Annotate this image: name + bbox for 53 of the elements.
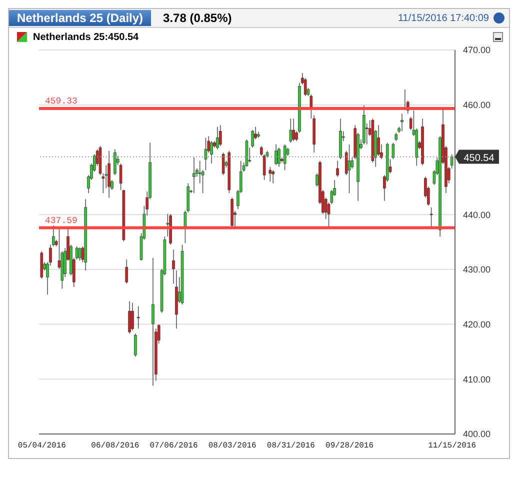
candlestick xyxy=(348,144,351,194)
candlestick xyxy=(78,247,82,262)
x-tick-label: 06/08/2016 xyxy=(91,442,140,451)
candlestick xyxy=(172,249,175,284)
y-tick-label: 420.00 xyxy=(463,319,491,330)
text: Netherlands 25:450.54 xyxy=(33,32,139,42)
candlestick xyxy=(131,302,134,331)
y-tick-label: 430.00 xyxy=(463,264,491,275)
x-tick-label: 05/04/2016 xyxy=(18,442,66,451)
ref-line-label: 459.33 xyxy=(45,96,78,107)
x-tick-label: 08/31/2016 xyxy=(266,442,316,451)
candlestick xyxy=(128,300,131,334)
candlestick xyxy=(268,166,272,182)
y-tick-label: 410.00 xyxy=(463,374,491,384)
candlestick xyxy=(198,160,202,184)
candlestick xyxy=(104,164,108,189)
candlestick xyxy=(108,150,110,198)
candlestick xyxy=(336,160,339,178)
candlestick xyxy=(114,148,116,176)
candlestick xyxy=(400,113,404,132)
x-tick-label: 09/28/2016 xyxy=(326,442,374,451)
chart-title: Netherlands 25 (Daily) xyxy=(9,10,152,26)
candlestick xyxy=(119,163,122,190)
candlestick xyxy=(289,118,292,144)
candlestick xyxy=(392,142,395,160)
y-tick-label: 400.00 xyxy=(463,429,491,440)
y-tick-label: 440.00 xyxy=(463,210,491,220)
candlestick xyxy=(204,137,208,171)
ref-line-label: 450.54 xyxy=(464,152,495,164)
candlestick xyxy=(152,258,154,386)
candlestick xyxy=(278,147,280,168)
y-tick-label: 460.00 xyxy=(463,100,491,110)
candlestick xyxy=(283,144,286,171)
candlestick xyxy=(216,126,219,150)
candlestick xyxy=(134,333,137,358)
candlestick xyxy=(125,259,128,284)
candlestick xyxy=(222,152,225,176)
candlestick xyxy=(136,306,140,330)
candlestick xyxy=(274,144,278,166)
candlestick xyxy=(430,207,433,228)
candlestick xyxy=(218,124,222,146)
chart-subtitle: 3.78 (0.85%) xyxy=(163,11,232,25)
text: 11/15/2016 17:40:09 xyxy=(398,12,489,24)
candlestick xyxy=(251,130,254,148)
x-tick-label: 08/03/2016 xyxy=(208,442,257,451)
ref-line-label: 437.59 xyxy=(45,216,78,226)
candlestick xyxy=(377,124,380,156)
candlestick xyxy=(192,157,196,194)
candlestick xyxy=(292,118,296,142)
x-tick-label: 07/06/2016 xyxy=(150,442,198,451)
x-tick-label: 11/15/2016 xyxy=(428,442,476,451)
candlestick xyxy=(272,170,274,184)
y-tick-label: 470.00 xyxy=(463,45,491,56)
